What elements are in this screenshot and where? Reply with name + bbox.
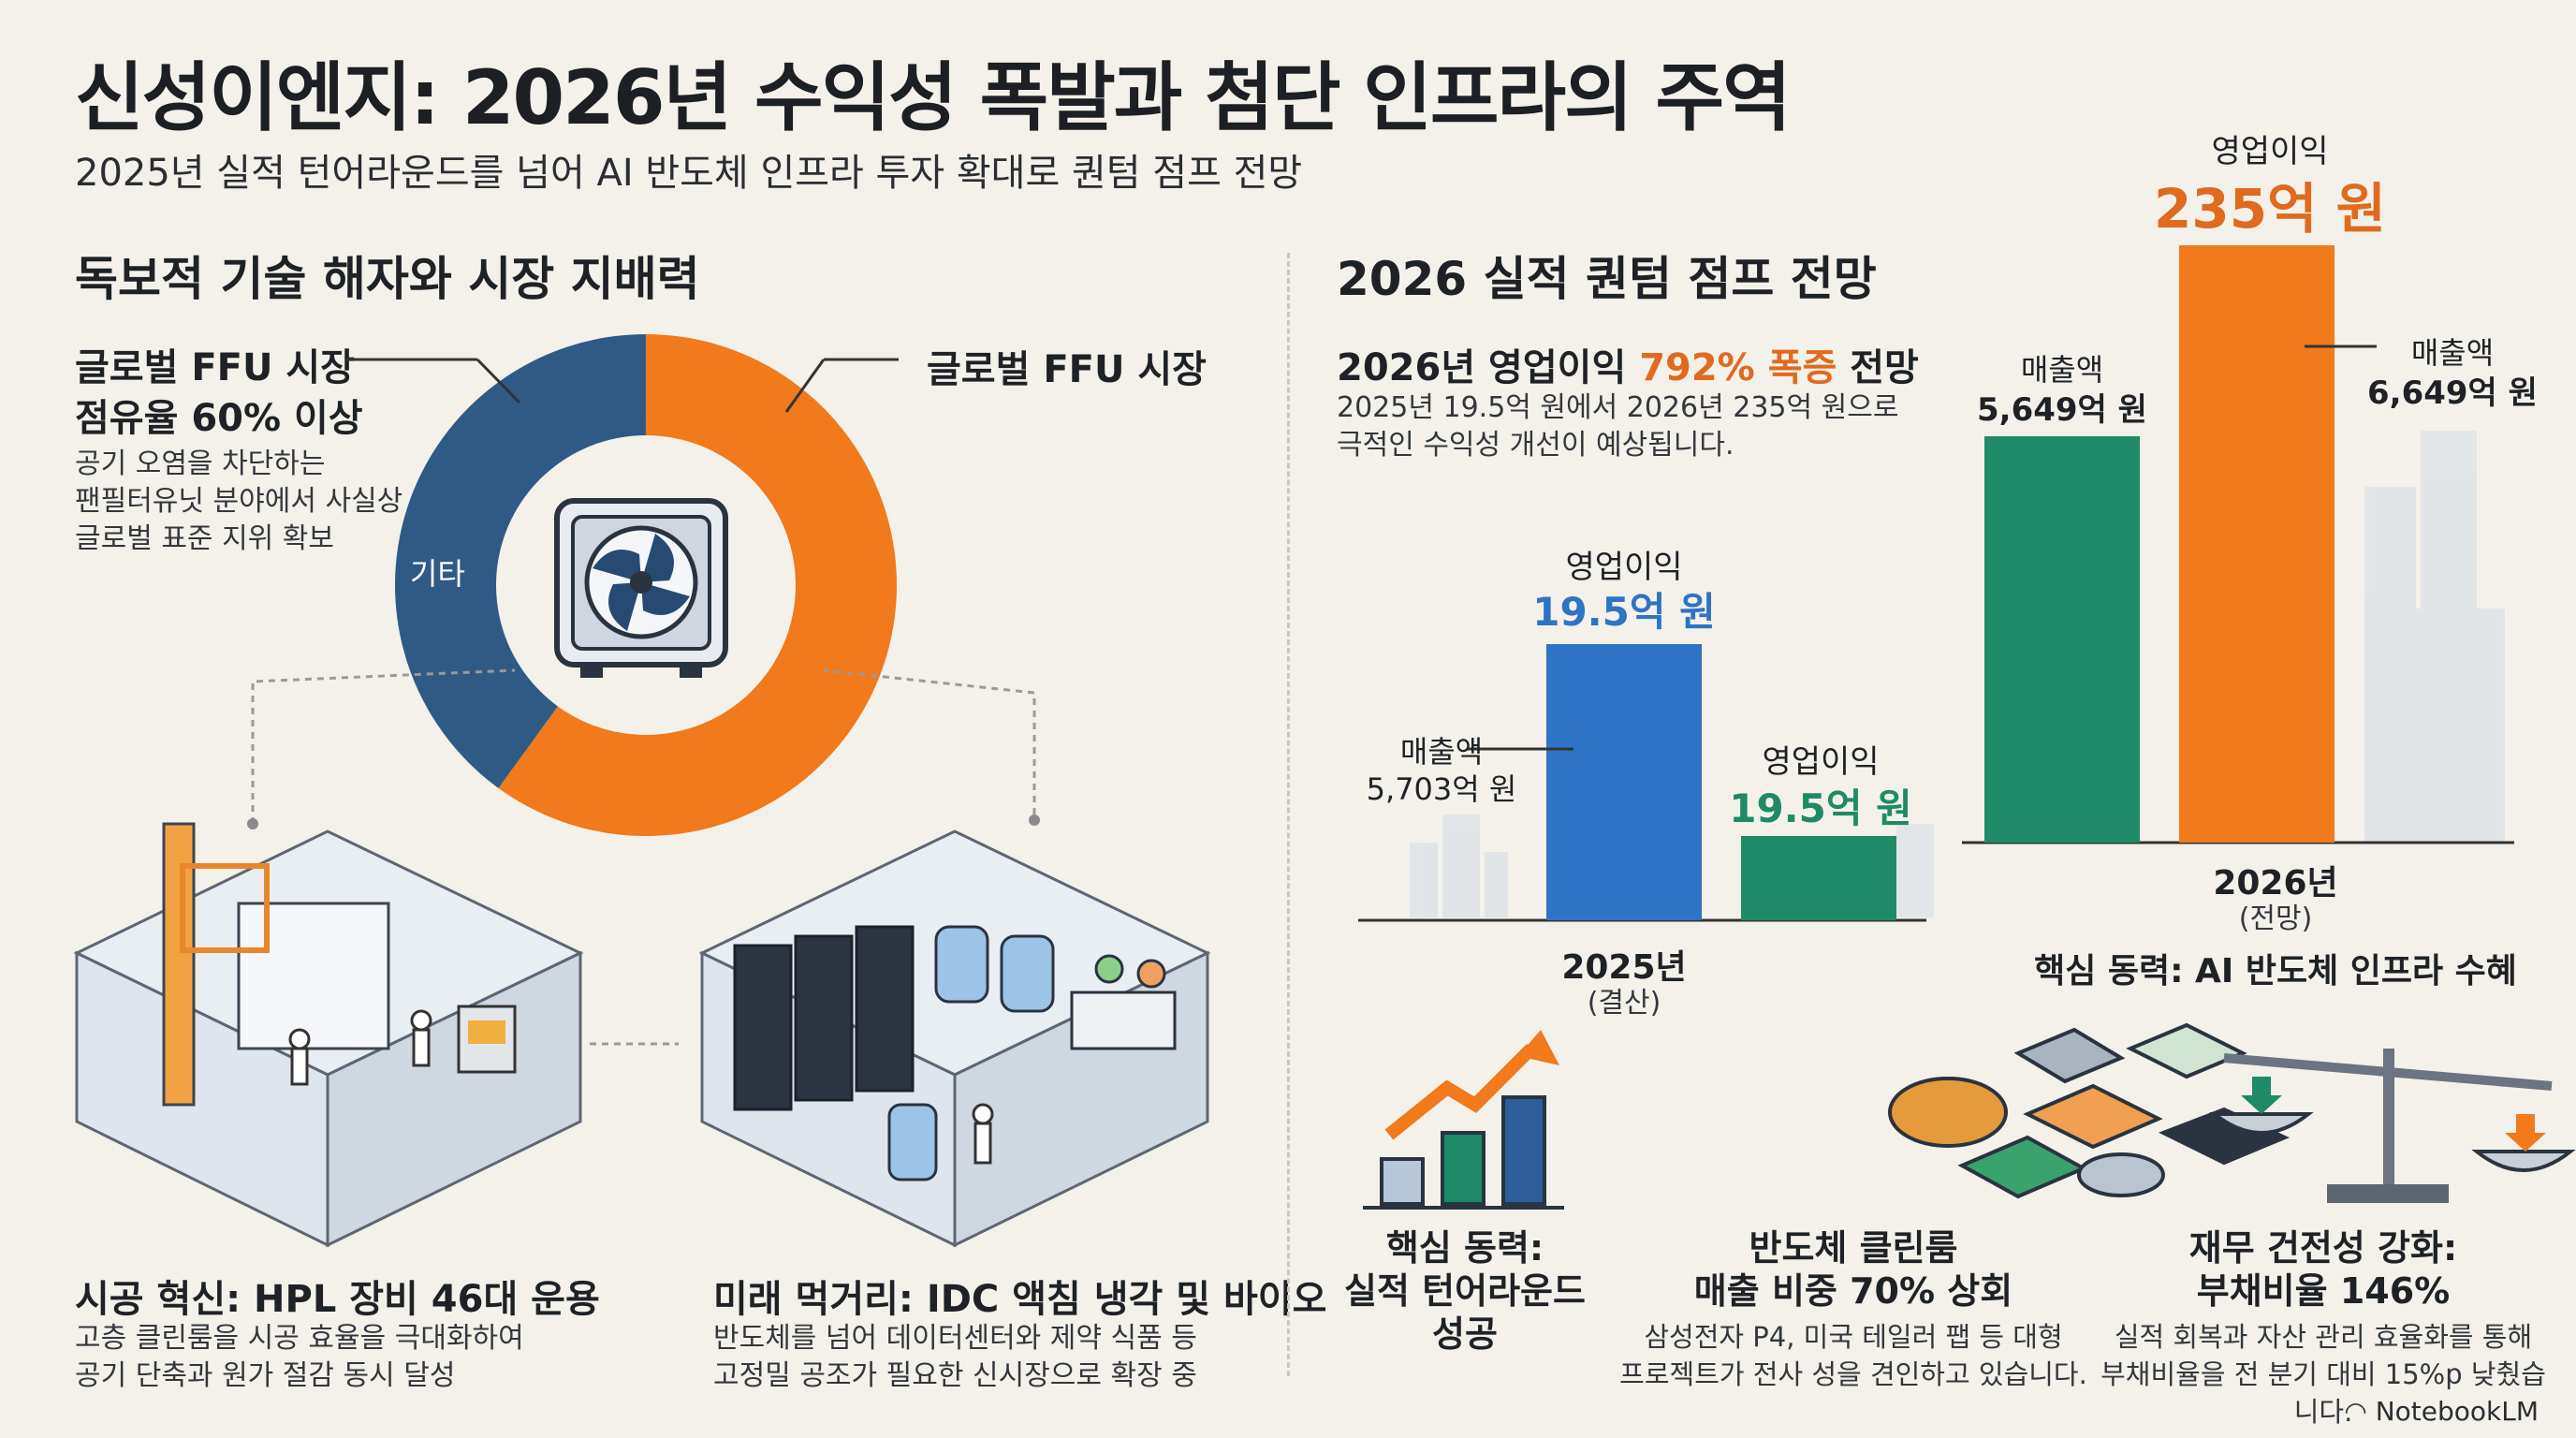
bar-2026-revenue xyxy=(1984,436,2140,843)
icon2-title-1: 반도체 클린룸 xyxy=(1749,1227,1958,1269)
fan-filter-unit-icon xyxy=(554,498,728,678)
year-2026-note: (전망) xyxy=(2238,902,2313,935)
donut-share-title-1: 글로벌 FFU 시장 xyxy=(75,346,355,389)
donut-chart xyxy=(73,334,1211,1248)
bar-2026-op-value: 235억 원 xyxy=(2154,177,2386,241)
bar-2026-revenue2-value: 6,649억 원 xyxy=(2367,374,2538,412)
page-subtitle: 2025년 실적 턴어라운드를 넘어 AI 반도체 인프라 투자 확대로 퀀텀 … xyxy=(75,152,1303,195)
year-2026: 2026년 xyxy=(2213,864,2338,902)
icon2-title-2: 매출 비중 70% 상회 xyxy=(1693,1270,2013,1312)
left-section-title: 독보적 기술 해자와 시장 지배력 xyxy=(75,252,700,306)
card1-title: 시공 혁신: HPL 장비 46대 운용 xyxy=(75,1278,600,1321)
headline-desc-1: 2025년 19.5억 원에서 2026년 235억 원으로 xyxy=(1337,391,1899,424)
year-2025-note: (결산) xyxy=(1587,987,1661,1020)
bar-2025-revenue-label: 매출액 xyxy=(1399,734,1484,770)
card2-title: 미래 먹거리: IDC 액침 냉각 및 바이오 xyxy=(713,1278,1327,1321)
bar-2025-op2-label: 영업이익 xyxy=(1762,743,1880,781)
donut-label-main: 글로벌 FFU 시장 xyxy=(927,348,1207,391)
growth-chart-icon xyxy=(1363,1030,1564,1210)
donut-share-title-2: 점유율 60% 이상 xyxy=(75,397,363,440)
notebooklm-logo-icon: ◠ xyxy=(2344,1396,2376,1427)
card2-desc-1: 반도체를 넘어 데이터센터와 제약 식품 등 xyxy=(713,1322,1197,1355)
footer-brand: ◠ NotebookLM xyxy=(2344,1396,2539,1427)
bar-chart xyxy=(1358,245,2576,1210)
skyline-2026 xyxy=(2364,431,2505,843)
headline-highlight: 792% 폭증 xyxy=(1639,346,1837,389)
icon1-title-1: 핵심 동력: xyxy=(1385,1227,1544,1269)
bar-2026-op-label: 영업이익 xyxy=(2211,133,2329,170)
page-title: 신성이엔지: 2026년 수익성 폭발과 첨단 인프라의 주역 xyxy=(75,54,1792,141)
growth-headline: 2026년 영업이익 792% 폭증 전망 xyxy=(1337,337,1919,391)
bar-2025-operating-2 xyxy=(1741,836,1896,920)
icon1-title-2: 실적 턴어라운드 xyxy=(1344,1270,1586,1312)
bar-2025-operating xyxy=(1546,644,1702,920)
bar-2025-op-value: 19.5억 원 xyxy=(1532,589,1716,635)
donut-share-desc-1: 공기 오염을 차단하는 xyxy=(75,448,326,480)
bar-2026-revenue-value: 5,649억 원 xyxy=(1977,391,2147,429)
donut-segment-main xyxy=(498,334,898,836)
icon1-title-3: 성공 xyxy=(1432,1313,1498,1355)
donut-share-desc-2: 팬필터유닛 분야에서 사실상 xyxy=(75,485,403,518)
headline-suffix: 전망 xyxy=(1837,346,1919,389)
card2-desc-2: 고정밀 공조가 필요한 신시장으로 확장 중 xyxy=(713,1359,1197,1392)
bar-2025-op2-value: 19.5억 원 xyxy=(1729,785,1912,831)
skyline-2025 xyxy=(1410,814,1934,917)
balance-scale-icon xyxy=(2209,1049,2576,1203)
donut-segment-other xyxy=(395,334,646,788)
icon2-desc-1: 삼성전자 P4, 미국 테일러 팹 등 대형 xyxy=(1644,1321,2063,1353)
card1-desc-2: 공기 단축과 원가 절감 동시 달성 xyxy=(75,1359,456,1392)
donut-share-desc-3: 글로벌 표준 지위 확보 xyxy=(75,522,335,555)
semiconductor-chips-icon xyxy=(1888,1022,2290,1199)
icon3-title-1: 재무 건전성 강화: xyxy=(2188,1227,2458,1269)
bar-2026-operating xyxy=(2179,245,2334,843)
year-2025: 2025년 xyxy=(1561,948,1687,987)
card1-desc-1: 고층 클린룸을 시공 효율을 극대화하여 xyxy=(75,1322,524,1355)
section-divider xyxy=(1287,253,1290,1376)
icon3-title-2: 부채비율 146% xyxy=(2196,1270,2451,1312)
bar-2025-op-label: 영업이익 xyxy=(1565,549,1683,586)
footer-brand-text: NotebookLM xyxy=(2375,1396,2539,1427)
year-2026-driver: 핵심 동력: AI 반도체 인프라 수혜 xyxy=(2034,952,2517,990)
idc-bio-illustration xyxy=(698,829,1211,1248)
donut-label-other: 기타 xyxy=(410,556,465,592)
bar-2025-revenue-value: 5,703억 원 xyxy=(1366,771,1517,807)
icon3-desc-2: 부채비율을 전 분기 대비 15%p 낮췄습니다. xyxy=(2100,1358,2546,1428)
right-section-title: 2026 실적 퀀텀 점프 전망 xyxy=(1337,252,1877,306)
icon3-desc-1: 실적 회복과 자산 관리 효율화를 통해 xyxy=(2114,1321,2533,1353)
icon2-desc-2: 프로젝트가 전사 성을 견인하고 있습니다. xyxy=(1619,1358,2087,1390)
bar-2026-revenue-label: 매출액 xyxy=(2020,352,2104,388)
bar-2026-revenue2-label: 매출액 xyxy=(2410,335,2495,371)
headline-desc-2: 극적인 수익성 개선이 예상됩니다. xyxy=(1337,429,1734,462)
headline-prefix: 2026년 영업이익 xyxy=(1337,346,1640,389)
cleanroom-construction-illustration xyxy=(73,822,584,1248)
